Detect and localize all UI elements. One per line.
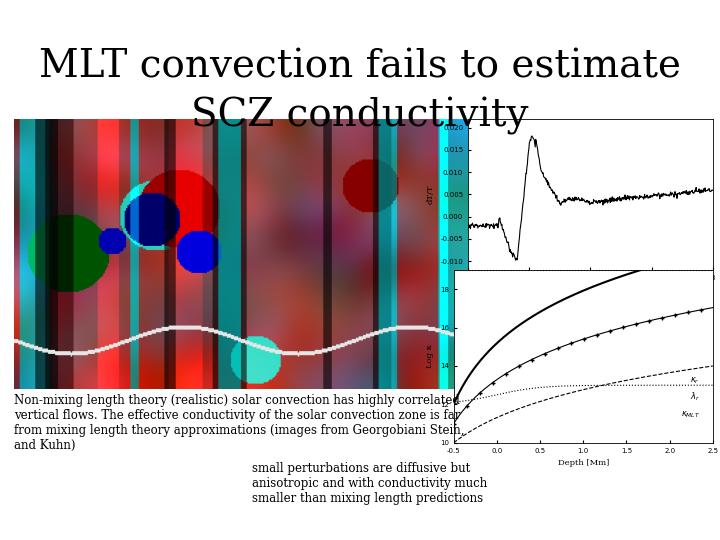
Text: $\lambda_r$: $\lambda_r$: [690, 390, 700, 403]
Y-axis label: Log κ: Log κ: [426, 345, 434, 368]
Text: Non-mixing length theory (realistic) solar convection has highly correlated
vert: Non-mixing length theory (realistic) sol…: [14, 394, 465, 452]
Text: SCZ conductivity: SCZ conductivity: [192, 97, 528, 135]
X-axis label: Depth [Mm]: Depth [Mm]: [557, 459, 609, 467]
X-axis label: CZ depth [Mm]: CZ depth [Mm]: [558, 286, 623, 294]
Y-axis label: dT/T: dT/T: [427, 185, 435, 204]
Text: $\kappa_{MLT}$: $\kappa_{MLT}$: [680, 410, 700, 420]
Text: small perturbations are diffusive but
anisotropic and with conductivity much
sma: small perturbations are diffusive but an…: [252, 462, 487, 505]
Text: $\kappa_r$: $\kappa_r$: [690, 375, 700, 386]
Text: MLT convection fails to estimate: MLT convection fails to estimate: [39, 49, 681, 86]
